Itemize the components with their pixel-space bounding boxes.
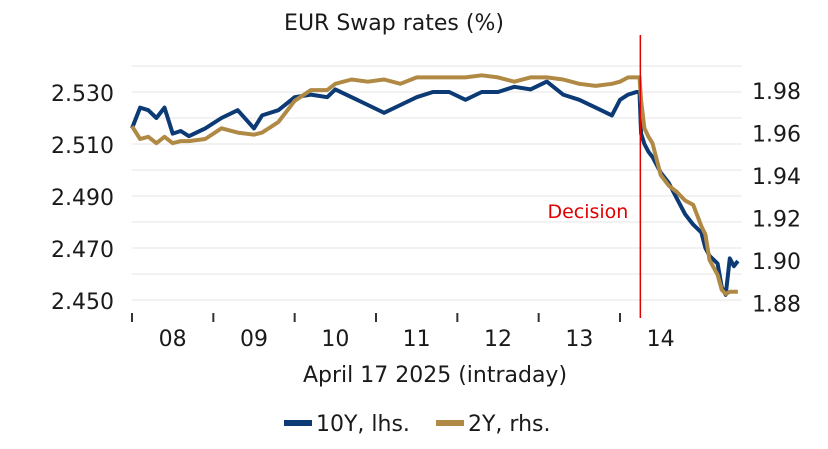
y-left-tick-label: 2.530: [51, 82, 114, 107]
x-tick-label: 09: [240, 327, 268, 352]
y-left-tick-label: 2.510: [51, 134, 114, 159]
y-right-tick-label: 1.94: [752, 165, 801, 190]
x-tick-label: 10: [321, 327, 349, 352]
y-left-tick-label: 2.490: [51, 186, 114, 211]
series-group: [130, 73, 740, 297]
x-axis: 08 09 10 11 12 13 14: [131, 313, 675, 352]
series-line-2y: [130, 73, 738, 296]
x-tick-label: 13: [565, 327, 593, 352]
x-tick-label: 11: [403, 327, 431, 352]
annotation-group: Decision: [547, 35, 642, 318]
y-right-tick-label: 1.98: [752, 80, 801, 105]
y-left-tick-label: 2.450: [51, 290, 114, 315]
y-left-tick-label: 2.470: [51, 238, 114, 263]
y-axis-left: 2.530 2.510 2.490 2.470 2.450: [51, 82, 114, 315]
y-right-tick-label: 1.96: [752, 123, 801, 148]
x-tick-label: 08: [159, 327, 187, 352]
x-tick-label: 14: [647, 327, 675, 352]
y-right-tick-label: 1.92: [752, 207, 801, 232]
chart-title: EUR Swap rates (%): [284, 11, 504, 36]
y-axis-right: 1.98 1.96 1.94 1.92 1.90 1.88: [752, 80, 801, 317]
x-axis-label: April 17 2025 (intraday): [303, 363, 567, 388]
series-line-10y: [130, 79, 740, 297]
legend: 10Y, lhs. 2Y, rhs.: [284, 412, 550, 437]
y-right-tick-label: 1.88: [752, 292, 801, 317]
x-tick-label: 12: [484, 327, 512, 352]
grid: [132, 65, 742, 301]
legend-label: 10Y, lhs.: [316, 412, 410, 437]
legend-label: 2Y, rhs.: [468, 412, 550, 437]
decision-label: Decision: [547, 201, 628, 223]
y-right-tick-label: 1.90: [752, 250, 801, 275]
